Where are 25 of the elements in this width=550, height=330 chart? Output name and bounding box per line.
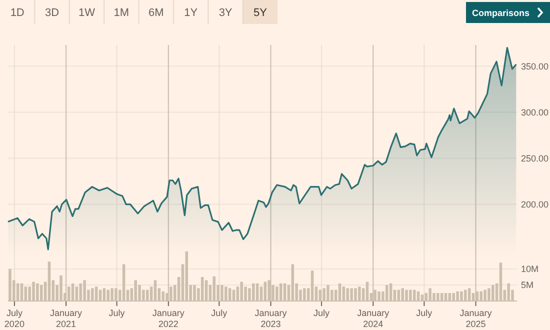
x-tick-label: July bbox=[314, 308, 330, 318]
text: Comparisons bbox=[472, 8, 530, 18]
x-tick-label: January 2022 bbox=[152, 308, 185, 329]
y2-tick-label: 5M bbox=[521, 280, 534, 290]
text: 1Y bbox=[184, 7, 198, 19]
x-tick-label: January 2023 bbox=[254, 308, 288, 329]
y2-tick-label: 10M bbox=[521, 264, 539, 274]
x-tick-label: January 2024 bbox=[357, 308, 390, 329]
x-tick-label: July bbox=[416, 308, 433, 318]
y-tick-label: 300.00 bbox=[521, 107, 549, 118]
text: 3D bbox=[45, 7, 60, 19]
text: 1M bbox=[114, 7, 130, 19]
y-tick-label: 250.00 bbox=[521, 153, 549, 164]
text: 6M bbox=[148, 7, 164, 19]
y-tick-label: 200.00 bbox=[521, 199, 549, 210]
x-tick-label: January 2021 bbox=[50, 308, 83, 329]
y-tick-label: 350.00 bbox=[521, 61, 549, 72]
text: 1D bbox=[10, 7, 24, 19]
text: 3Y bbox=[218, 7, 233, 19]
x-tick-label: July bbox=[108, 308, 126, 318]
x-tick-label: July 2020 bbox=[4, 308, 24, 329]
text: 5Y bbox=[254, 7, 268, 19]
text: 1W bbox=[78, 7, 96, 19]
x-tick-label: July bbox=[211, 308, 228, 318]
x-tick-label: January 2025 bbox=[460, 308, 492, 329]
